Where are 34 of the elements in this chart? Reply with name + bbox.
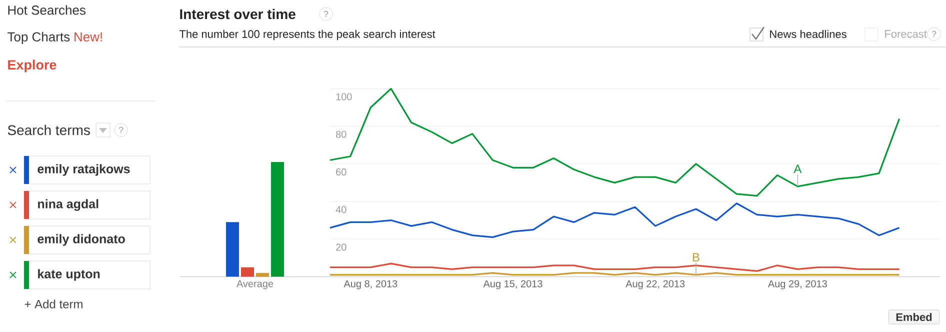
x-tick-label: Aug 22, 2013 [626,280,685,290]
text: ? [324,10,328,18]
annotation: B [692,253,700,262]
text: News headlines [770,30,846,38]
chart-subtitle: The number 100 represents the peak search interest [179,30,436,40]
x-tick-label: Aug 15, 2013 [483,280,542,290]
y-tick-label: 60 [336,168,346,176]
y-tick-label: 100 [336,93,352,100]
legend-label: emily ratajkows [38,164,130,176]
y-tick-label: 40 [336,206,346,214]
text: Explore [8,60,56,72]
text: + Add term [24,300,82,308]
text: Hot Searches [8,5,86,15]
y-tick-label: 80 [336,130,346,138]
x-tick-label: Aug 8, 2013 [344,280,398,290]
chart-title: Interest over time [180,8,296,20]
bar [256,272,270,277]
text: Search terms [8,124,90,136]
legend-label: kate upton [38,269,100,281]
text: Embed [896,312,932,322]
bar [271,162,284,277]
bar [226,222,240,277]
text: New! [74,32,102,42]
annotation: A [794,164,802,174]
bar [241,267,254,277]
legend-label: emily didonato [38,234,125,246]
text: Forecast [885,30,927,38]
x-tick-label: Aug 29, 2013 [768,280,827,290]
text: ? [932,30,936,38]
legend-label: nina agdal [38,199,98,211]
text: ? [118,126,124,134]
text: Top Charts [8,32,70,44]
y-tick-label: 20 [336,244,346,251]
x-tick-label: Average [236,280,274,290]
